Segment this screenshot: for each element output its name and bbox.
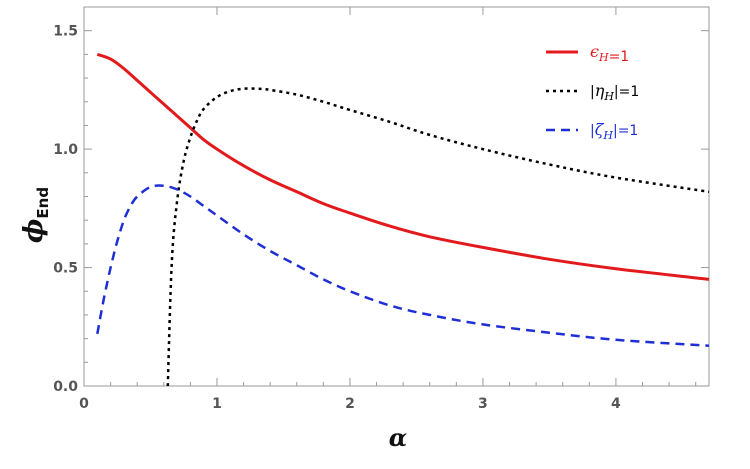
legend-label-1: |ηH|=1	[590, 81, 639, 103]
x-tick-label: 2	[345, 396, 355, 412]
y-axis-ticks: 0.0 0.5 1.0 1.5	[53, 24, 709, 395]
y-tick-label: 1.5	[53, 24, 78, 40]
legend-label-2: |ζH|=1	[590, 120, 638, 142]
y-tick-label: 1.0	[53, 142, 78, 158]
legend-label-0: ϵH=1	[590, 42, 629, 65]
legend: ϵH=1|ηH|=1|ζH|=1	[546, 42, 639, 142]
legend-sub-0: H	[598, 51, 609, 64]
series-line-0	[96, 52, 710, 281]
legend-symbol-1: η	[595, 81, 605, 100]
legend-sub-1: H	[603, 90, 614, 103]
x-tick-label: 1	[212, 396, 222, 412]
x-tick-label: 4	[611, 396, 621, 412]
x-tick-label: 0	[79, 396, 89, 412]
series-line-2	[96, 184, 710, 347]
legend-symbol-0: ϵ	[590, 42, 599, 61]
legend-symbol-2: ζ	[595, 120, 605, 139]
legend-prefix-2: |	[590, 123, 595, 139]
y-tick-label: 0.0	[53, 379, 78, 395]
legend-prefix-1: |	[590, 84, 595, 100]
legend-suffix-1: |	[614, 84, 619, 100]
y-axis-title-subscript: End	[34, 187, 52, 219]
x-axis-ticks: 0 1 2 3 4	[79, 7, 697, 412]
legend-rhs-2: =1	[618, 123, 639, 139]
legend-sub-2: H	[602, 129, 613, 142]
series-lines	[96, 52, 710, 387]
y-tick-label: 0.5	[53, 261, 78, 277]
legend-rhs-1: =1	[619, 84, 640, 100]
y-axis-title: ϕEnd	[19, 187, 52, 243]
legend-suffix-2: |	[613, 123, 618, 139]
series-line-1	[166, 87, 710, 387]
legend-rhs-0: =1	[609, 49, 630, 65]
x-tick-label: 3	[478, 396, 488, 412]
y-axis-title-symbol: ϕ	[19, 219, 49, 243]
x-axis-title: α	[389, 423, 407, 452]
